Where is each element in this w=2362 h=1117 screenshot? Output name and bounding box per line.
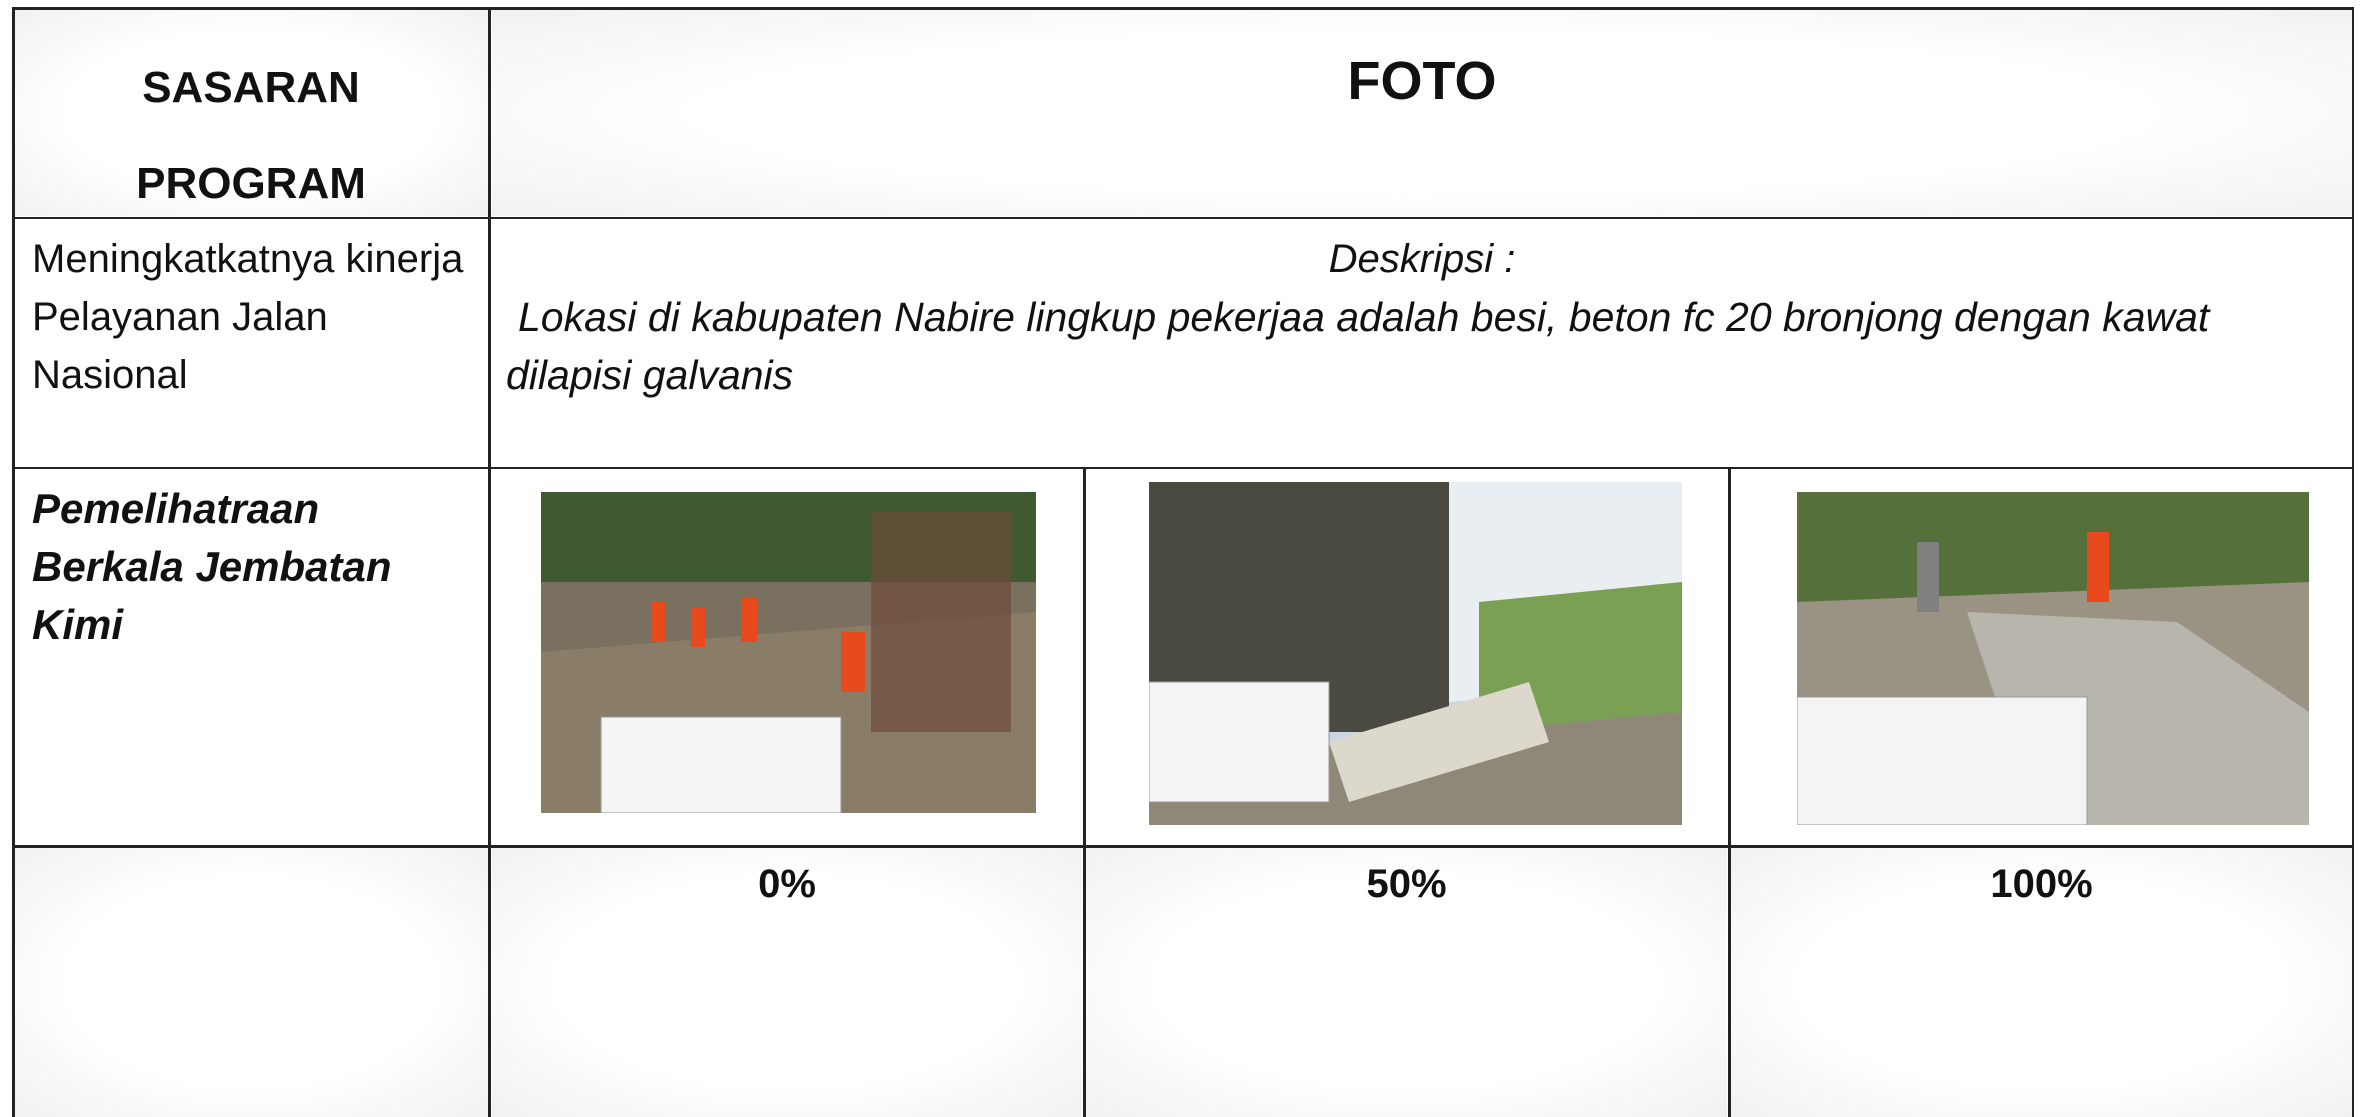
cell-bg [1731,848,2352,1117]
table-border [12,217,2354,219]
header-photo: FOTO [1347,51,1497,111]
cell-bg [492,848,1082,1117]
cell-bg [14,10,488,216]
table-border [12,7,2354,10]
cell-bg [1086,848,1727,1117]
photo [1797,492,2309,825]
table-border [488,7,491,1117]
progress-label: 0% [758,862,816,906]
cell-bg [492,10,2352,216]
photo [1149,482,1682,825]
table-border [1083,467,1086,1117]
cell-bg [14,848,488,1117]
progress-label: 100% [1990,862,2093,906]
table-border [12,845,2354,848]
header-line: SASARAN [142,63,360,112]
description-text: Lokasi di kabupaten Nabire lingkup peker… [506,294,2210,398]
table-border [12,7,15,1117]
header-line: PROGRAM [136,159,366,208]
progress-label: 50% [1366,862,1447,906]
description-label: Deskripsi : [1328,237,1516,281]
table-border [1728,467,1731,1117]
program-name: Pemelihatraan Berkala Jembatan Kimi [32,485,392,648]
photo [541,492,1036,813]
target-text: Meningkatkatnya kinerja Pelayanan Jalan … [32,237,464,397]
header-program: SASARAN PROGRAM [14,40,488,232]
table-border [2352,7,2354,1117]
table-border [12,467,2354,469]
